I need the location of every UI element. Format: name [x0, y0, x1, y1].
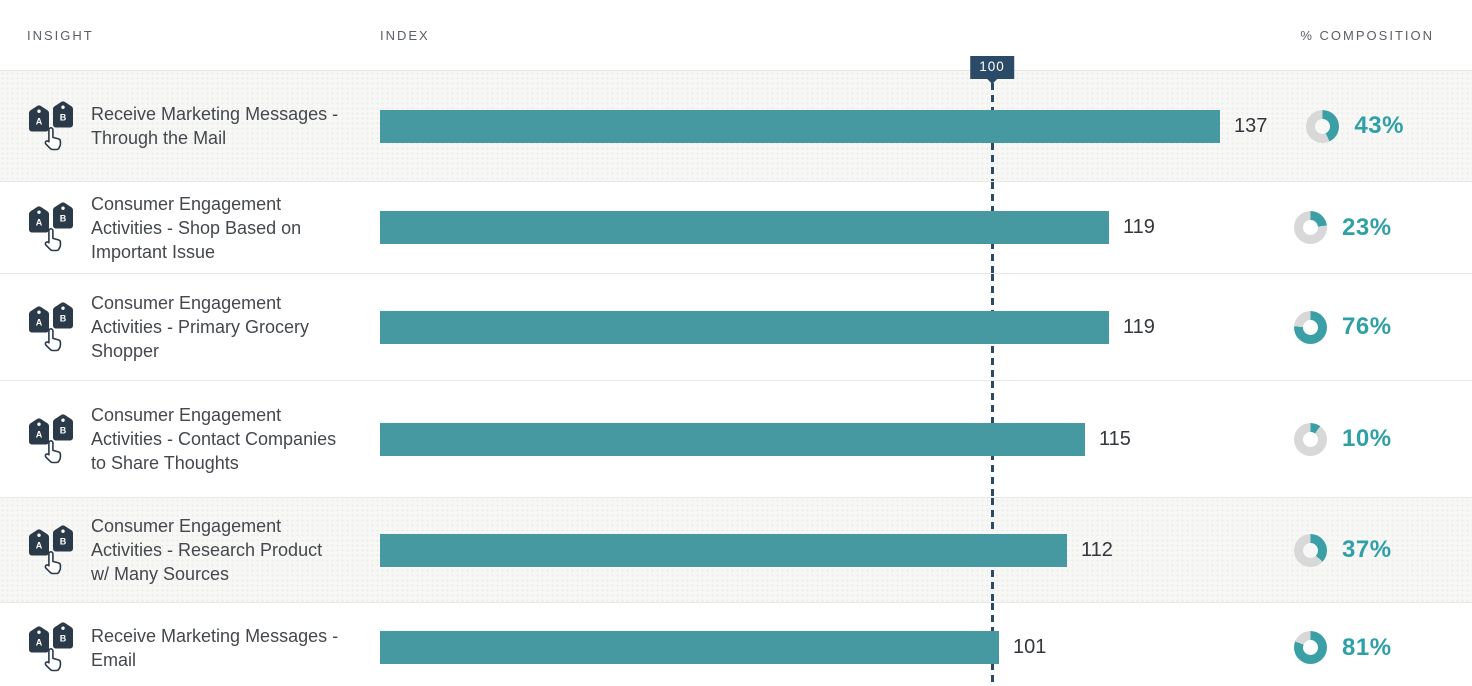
- composition-donut: [1306, 109, 1340, 143]
- index-bar-cell: 119: [380, 274, 1255, 380]
- tag-a-icon: A: [29, 417, 49, 444]
- composition-value: 37%: [1342, 536, 1392, 563]
- insight-cell: A B Consumer Engagement Activities - Res…: [0, 514, 380, 586]
- tag-b-icon: B: [53, 301, 73, 328]
- ab-tags-pointer-icon[interactable]: A B: [27, 520, 77, 581]
- ab-tags-pointer-icon[interactable]: A B: [27, 409, 77, 470]
- svg-text:A: A: [36, 540, 43, 550]
- insight-cell: A B Consumer Engagement Activities - Con…: [0, 403, 380, 475]
- index-axis-100-label: 100: [979, 59, 1005, 74]
- composition-donut: [1294, 211, 1327, 244]
- tag-b-icon: B: [53, 202, 73, 229]
- composition-donut: [1294, 631, 1327, 664]
- composition-value: 81%: [1342, 633, 1392, 661]
- tag-b-icon: B: [53, 622, 73, 649]
- index-bar-cell: 119: [380, 182, 1255, 273]
- pointer-hand-icon: [44, 550, 62, 574]
- table-row[interactable]: A B Consumer Engagement Activities - Sho…: [0, 181, 1472, 273]
- table-row[interactable]: A B Consumer Engagement Activities - Pri…: [0, 273, 1472, 380]
- pointer-hand-icon: [44, 439, 62, 463]
- index-bar: [380, 211, 1109, 244]
- index-value: 115: [1099, 427, 1131, 450]
- table-row[interactable]: A B Receive Marketing Messages - Email 1…: [0, 602, 1472, 686]
- insight-label: Receive Marketing Messages - Email: [91, 625, 339, 670]
- index-bar: [380, 533, 1067, 567]
- ab-tags-pointer-icon[interactable]: A B: [27, 297, 77, 358]
- index-bar-cell: 112: [380, 498, 1255, 602]
- composition-cell: 76%: [1255, 310, 1472, 344]
- tag-b-icon: B: [53, 100, 73, 127]
- svg-text:B: B: [60, 214, 67, 224]
- index-bar-cell: 115: [380, 381, 1255, 497]
- pointer-hand-icon: [44, 648, 62, 672]
- index-value: 137: [1234, 114, 1268, 137]
- insight-cell: A B Receive Marketing Messages - Email: [0, 617, 380, 678]
- composition-value: 43%: [1354, 112, 1404, 139]
- table-row[interactable]: A B Consumer Engagement Activities - Res…: [0, 497, 1472, 602]
- tag-a-icon: A: [29, 626, 49, 653]
- svg-text:B: B: [60, 634, 67, 644]
- composition-donut: [1294, 533, 1327, 567]
- header-index: INDEX: [380, 27, 430, 43]
- svg-text:B: B: [60, 112, 67, 122]
- composition-cell: 37%: [1255, 533, 1472, 567]
- tag-a-icon: A: [29, 528, 49, 555]
- composition-cell: 81%: [1255, 631, 1472, 664]
- table-body: A B Receive Marketing Messages - Through…: [0, 71, 1472, 686]
- svg-text:A: A: [36, 638, 43, 648]
- pointer-hand-icon: [44, 228, 62, 252]
- index-bar: [380, 109, 1220, 143]
- composition-value: 76%: [1342, 313, 1392, 340]
- index-bar-cell: 101: [380, 603, 1255, 686]
- svg-text:A: A: [36, 429, 43, 439]
- insight-cell: A B Receive Marketing Messages - Through…: [0, 96, 380, 157]
- pointer-hand-icon: [44, 327, 62, 351]
- insight-label: Consumer Engagement Activities - Researc…: [91, 516, 323, 584]
- ab-tags-pointer-icon[interactable]: A B: [27, 96, 77, 157]
- insight-label: Consumer Engagement Activities - Shop Ba…: [91, 193, 302, 262]
- tag-b-icon: B: [53, 524, 73, 551]
- composition-value: 10%: [1342, 425, 1392, 452]
- header-composition: % COMPOSITION: [1300, 27, 1434, 43]
- index-bar-cell: 137: [380, 71, 1267, 181]
- insight-cell: A B Consumer Engagement Activities - Sho…: [0, 192, 380, 264]
- index-value: 119: [1123, 216, 1155, 238]
- ab-tags-pointer-icon[interactable]: A B: [27, 617, 77, 678]
- insight-label: Consumer Engagement Activities - Contact…: [91, 405, 337, 473]
- svg-text:A: A: [36, 218, 43, 228]
- composition-value: 23%: [1342, 213, 1392, 241]
- insight-cell: A B Consumer Engagement Activities - Pri…: [0, 291, 380, 363]
- index-bar: [380, 422, 1085, 456]
- table-row[interactable]: A B Receive Marketing Messages - Through…: [0, 71, 1472, 181]
- table-header: INSIGHT INDEX % COMPOSITION: [0, 0, 1472, 71]
- composition-cell: 23%: [1255, 211, 1472, 244]
- svg-text:B: B: [60, 313, 67, 323]
- index-value: 119: [1123, 315, 1155, 338]
- header-insight: INSIGHT: [27, 27, 94, 43]
- svg-text:A: A: [36, 317, 43, 327]
- insight-label: Receive Marketing Messages - Through the…: [91, 104, 339, 148]
- tag-a-icon: A: [29, 104, 49, 131]
- index-value: 112: [1081, 538, 1113, 561]
- svg-text:B: B: [60, 425, 67, 435]
- pointer-hand-icon: [44, 126, 62, 150]
- table-row[interactable]: A B Consumer Engagement Activities - Con…: [0, 380, 1472, 497]
- index-axis-100-marker: 100: [970, 56, 1014, 79]
- index-value: 101: [1013, 636, 1047, 658]
- composition-donut: [1294, 422, 1327, 456]
- tag-a-icon: A: [29, 206, 49, 233]
- index-bar: [380, 310, 1109, 344]
- tag-b-icon: B: [53, 413, 73, 440]
- composition-cell: 43%: [1267, 109, 1472, 143]
- composition-cell: 10%: [1255, 422, 1472, 456]
- index-bar: [380, 631, 999, 664]
- svg-text:B: B: [60, 536, 67, 546]
- ab-tags-pointer-icon[interactable]: A B: [27, 197, 77, 258]
- insight-label: Consumer Engagement Activities - Primary…: [91, 293, 310, 361]
- tag-a-icon: A: [29, 305, 49, 332]
- svg-text:A: A: [36, 116, 43, 126]
- composition-donut: [1294, 310, 1327, 344]
